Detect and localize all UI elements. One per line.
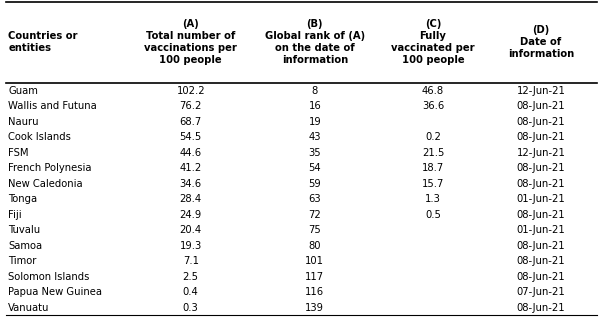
Text: 19.3: 19.3 [179, 241, 202, 251]
Text: Nauru: Nauru [8, 117, 39, 127]
Text: Samoa: Samoa [8, 241, 43, 251]
Text: 102.2: 102.2 [176, 86, 205, 96]
Text: 46.8: 46.8 [422, 86, 444, 96]
Text: 28.4: 28.4 [179, 194, 202, 204]
Text: 72: 72 [308, 210, 321, 220]
Text: Guam: Guam [8, 86, 38, 96]
Text: 01-Jun-21: 01-Jun-21 [517, 225, 565, 235]
Text: 75: 75 [308, 225, 321, 235]
Text: 36.6: 36.6 [422, 101, 444, 111]
Text: 20.4: 20.4 [179, 225, 202, 235]
Text: 16: 16 [308, 101, 321, 111]
Text: 08-Jun-21: 08-Jun-21 [517, 117, 565, 127]
Text: 12-Jun-21: 12-Jun-21 [517, 86, 565, 96]
Text: 19: 19 [308, 117, 321, 127]
Text: 08-Jun-21: 08-Jun-21 [517, 256, 565, 266]
Text: New Caledonia: New Caledonia [8, 179, 83, 189]
Text: (A)
Total number of
vaccinations per
100 people: (A) Total number of vaccinations per 100… [144, 19, 237, 65]
Text: (D)
Date of
information: (D) Date of information [508, 25, 574, 59]
Text: 08-Jun-21: 08-Jun-21 [517, 272, 565, 282]
Text: 08-Jun-21: 08-Jun-21 [517, 303, 565, 313]
Text: Papua New Guinea: Papua New Guinea [8, 287, 103, 297]
Text: 43: 43 [308, 133, 321, 142]
Text: 18.7: 18.7 [422, 163, 444, 173]
Text: 12-Jun-21: 12-Jun-21 [517, 148, 565, 158]
Text: 63: 63 [308, 194, 321, 204]
Text: 08-Jun-21: 08-Jun-21 [517, 179, 565, 189]
Text: 08-Jun-21: 08-Jun-21 [517, 210, 565, 220]
Text: 08-Jun-21: 08-Jun-21 [517, 241, 565, 251]
Text: Tonga: Tonga [8, 194, 38, 204]
Text: Cook Islands: Cook Islands [8, 133, 71, 142]
Text: 08-Jun-21: 08-Jun-21 [517, 101, 565, 111]
Text: Fiji: Fiji [8, 210, 22, 220]
Text: 54.5: 54.5 [179, 133, 202, 142]
Text: 0.2: 0.2 [425, 133, 441, 142]
Text: 116: 116 [305, 287, 325, 297]
Text: Solomon Islands: Solomon Islands [8, 272, 90, 282]
Text: (B)
Global rank of (A)
on the date of
information: (B) Global rank of (A) on the date of in… [265, 19, 365, 65]
Text: 117: 117 [305, 272, 325, 282]
Text: 139: 139 [305, 303, 324, 313]
Text: 68.7: 68.7 [179, 117, 202, 127]
Text: Countries or
entities: Countries or entities [8, 31, 78, 53]
Text: 0.3: 0.3 [183, 303, 199, 313]
Text: 08-Jun-21: 08-Jun-21 [517, 133, 565, 142]
Text: 76.2: 76.2 [179, 101, 202, 111]
Text: 44.6: 44.6 [179, 148, 202, 158]
Text: 34.6: 34.6 [179, 179, 202, 189]
Text: 07-Jun-21: 07-Jun-21 [517, 287, 565, 297]
Text: 59: 59 [308, 179, 321, 189]
Text: (C)
Fully
vaccinated per
100 people: (C) Fully vaccinated per 100 people [391, 19, 475, 65]
Text: FSM: FSM [8, 148, 29, 158]
Text: 01-Jun-21: 01-Jun-21 [517, 194, 565, 204]
Text: 15.7: 15.7 [422, 179, 444, 189]
Text: 54: 54 [308, 163, 321, 173]
Text: 24.9: 24.9 [179, 210, 202, 220]
Text: 8: 8 [311, 86, 318, 96]
Text: 21.5: 21.5 [422, 148, 444, 158]
Text: 0.4: 0.4 [183, 287, 199, 297]
Text: 0.5: 0.5 [425, 210, 441, 220]
Text: Vanuatu: Vanuatu [8, 303, 50, 313]
Text: 08-Jun-21: 08-Jun-21 [517, 163, 565, 173]
Text: 7.1: 7.1 [182, 256, 199, 266]
Text: 35: 35 [308, 148, 321, 158]
Text: 80: 80 [308, 241, 321, 251]
Text: 101: 101 [305, 256, 324, 266]
Text: 41.2: 41.2 [179, 163, 202, 173]
Text: 2.5: 2.5 [182, 272, 199, 282]
Text: 1.3: 1.3 [425, 194, 441, 204]
Text: French Polynesia: French Polynesia [8, 163, 92, 173]
Text: Tuvalu: Tuvalu [8, 225, 41, 235]
Text: Wallis and Futuna: Wallis and Futuna [8, 101, 97, 111]
Text: Timor: Timor [8, 256, 37, 266]
